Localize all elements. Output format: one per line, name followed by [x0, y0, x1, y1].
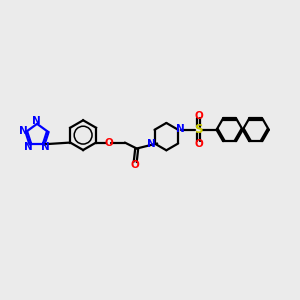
Text: S: S [194, 123, 202, 136]
Text: O: O [104, 138, 113, 148]
Text: N: N [24, 142, 32, 152]
Text: N: N [40, 142, 49, 152]
Text: N: N [176, 124, 185, 134]
Text: N: N [19, 126, 28, 136]
Text: N: N [32, 116, 41, 126]
Text: N: N [148, 139, 156, 149]
Text: O: O [131, 160, 140, 170]
Text: O: O [194, 111, 203, 121]
Text: O: O [194, 139, 203, 149]
